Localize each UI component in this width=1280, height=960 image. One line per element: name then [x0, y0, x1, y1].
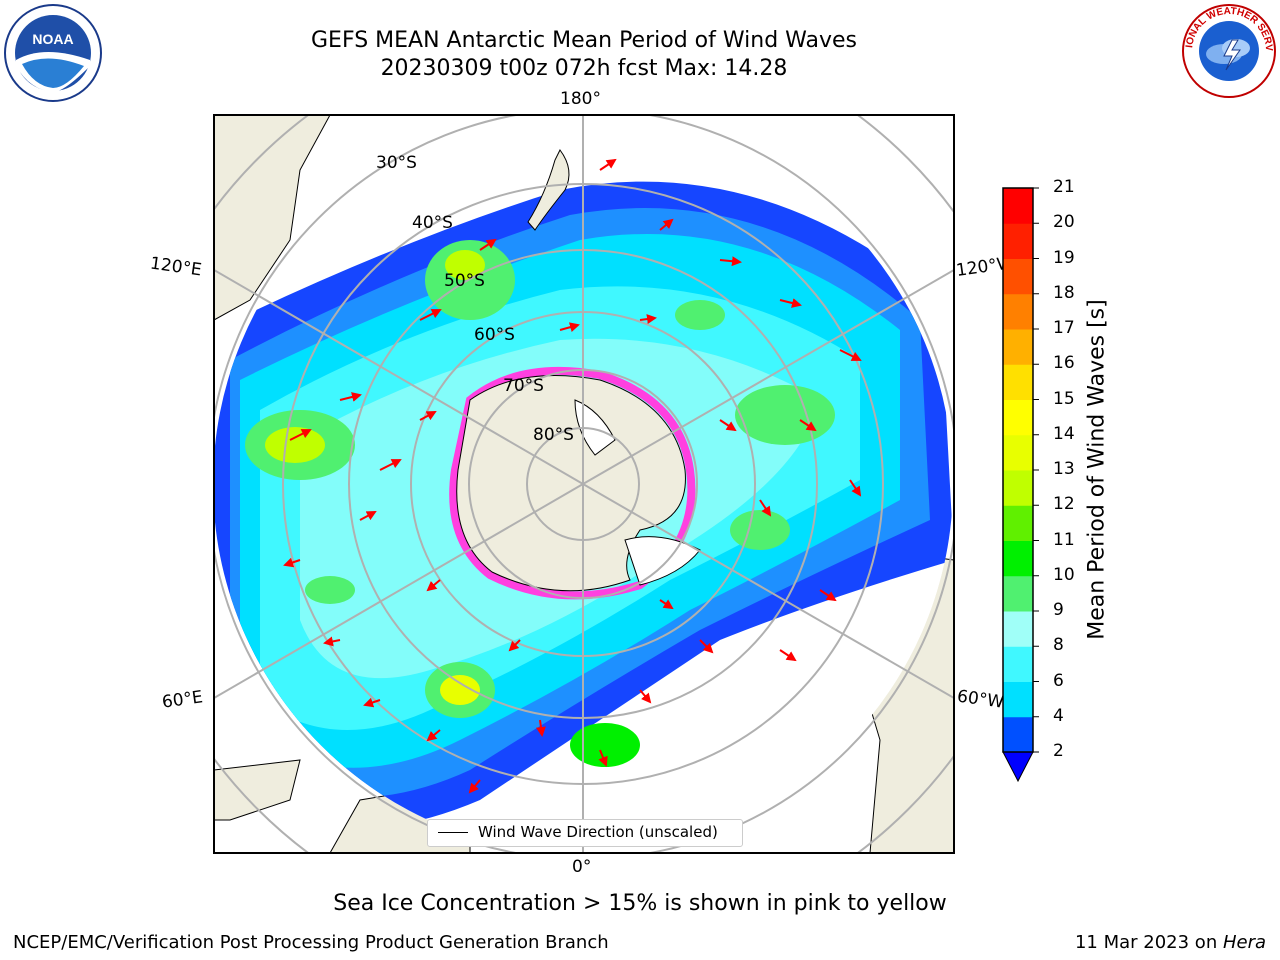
direction-arrow	[468, 779, 481, 794]
direction-arrow	[849, 479, 862, 497]
australia-land	[214, 115, 331, 321]
sea-ice-note: Sea Ice Concentration > 15% is shown in …	[333, 891, 947, 916]
colorbar-segment	[1003, 329, 1033, 365]
direction-arrow	[363, 697, 381, 708]
direction-arrow	[323, 636, 341, 647]
direction-arrow	[659, 599, 674, 610]
colorbar-tick-label: 4	[1053, 705, 1064, 726]
direction-arrow	[419, 411, 437, 421]
colorbar-tick-label: 13	[1053, 459, 1075, 479]
noaa-logo: NOAA	[4, 4, 102, 102]
direction-arrow	[379, 459, 402, 471]
lat-label-70s: 70°S	[503, 376, 544, 396]
colorbar-segment	[1003, 646, 1033, 682]
direction-arrow	[419, 309, 442, 321]
colorbar-tick-label: 17	[1053, 318, 1075, 338]
colorbar-tick-label: 11	[1053, 529, 1075, 550]
colorbar-tick-label: 12	[1053, 494, 1075, 515]
direction-arrow	[719, 256, 742, 267]
colorbar-segment	[1003, 293, 1033, 330]
direction-arrow	[639, 314, 657, 325]
direction-arrow	[759, 499, 772, 517]
colorbar-tick-label: 18	[1053, 282, 1075, 303]
footer-org: NCEP/EMC/Verification Post Processing Pr…	[13, 932, 609, 953]
direction-arrow	[535, 719, 546, 737]
colorbar-segment	[1003, 223, 1033, 259]
legend-line-swatch	[438, 832, 468, 833]
colorbar-segment	[1003, 399, 1033, 436]
footer-date-text: 11 Mar 2023 on	[1074, 932, 1223, 953]
colorbar-tick-label: 20	[1053, 212, 1075, 233]
direction-arrow	[426, 729, 441, 742]
colorbar-extend-triangle	[1002, 751, 1034, 783]
lat-label-50s: 50°S	[444, 271, 485, 291]
map-subtitle: 20230309 t00z 072h fcst Max: 14.28	[380, 56, 788, 81]
colorbar-tick-label: 19	[1053, 247, 1075, 268]
lat-label-30s: 30°S	[376, 153, 417, 173]
direction-arrow	[508, 639, 521, 652]
legend-label: Wind Wave Direction (unscaled)	[478, 823, 718, 841]
colorbar-tick-label: 9	[1053, 600, 1064, 620]
colorbar-segments	[1003, 188, 1033, 753]
colorbar-segment	[1003, 258, 1033, 295]
colorbar	[1002, 187, 1039, 783]
direction-arrow	[283, 557, 301, 568]
colorbar-tick-label: 2	[1053, 741, 1064, 761]
direction-arrow	[839, 349, 862, 361]
direction-arrow	[359, 511, 377, 521]
colorbar-tick-label: 8	[1053, 635, 1064, 656]
lat-label-80s: 80°S	[533, 425, 574, 445]
colorbar-segment	[1003, 681, 1033, 718]
lat-label-60s: 60°S	[474, 325, 515, 345]
footer-date: 11 Mar 2023 on Hera	[1075, 932, 1266, 953]
direction-arrow	[559, 322, 580, 332]
direction-arrow	[639, 689, 652, 704]
colorbar-tick-label: 15	[1053, 388, 1075, 409]
nws-logo: NATIONAL WEATHER SERVICE	[1180, 2, 1276, 98]
map-title: GEFS MEAN Antarctic Mean Period of Wind …	[311, 28, 857, 53]
direction-arrow	[599, 158, 617, 171]
colorbar-segment	[1003, 188, 1033, 224]
colorbar-segment	[1003, 434, 1033, 471]
map-frame	[213, 114, 955, 854]
graticule	[214, 115, 954, 853]
colorbar-segment	[1003, 470, 1033, 506]
direction-arrow	[799, 419, 817, 432]
footer-host: Hera	[1222, 932, 1266, 953]
direction-arrow	[479, 238, 497, 251]
direction-arrow	[819, 589, 837, 602]
lat-label-40s: 40°S	[412, 213, 453, 233]
direction-arrow	[779, 649, 797, 662]
colorbar-label: Mean Period of Wind Waves [s]	[1084, 299, 1110, 640]
colorbar-tick-label: 14	[1053, 423, 1075, 444]
direction-arrow	[699, 639, 714, 654]
direction-arrow	[779, 298, 802, 308]
colorbar-segment	[1003, 364, 1033, 400]
colorbar-tick-label: 16	[1053, 353, 1075, 374]
colorbar-tick-label: 21	[1053, 177, 1075, 197]
colorbar-segment	[1003, 540, 1033, 577]
lon-label-0: 0°	[572, 857, 592, 877]
ross-ice-shelf	[574, 399, 616, 456]
colorbar-tick-label: 6	[1053, 670, 1064, 691]
antarctica-land	[456, 375, 686, 592]
ice-shelf	[624, 536, 701, 586]
colorbar-segment	[1003, 575, 1033, 612]
wind-wave-direction-arrows	[283, 158, 862, 794]
direction-arrow	[659, 218, 674, 231]
colorbar-segment	[1003, 505, 1033, 541]
lon-label-180: 180°	[560, 89, 601, 109]
direction-arrow	[426, 579, 441, 592]
colorbar-tick-label: 10	[1053, 564, 1075, 585]
direction-arrow	[339, 392, 362, 402]
colorbar-segment	[1003, 611, 1033, 647]
direction-arrow	[289, 429, 312, 441]
direction-arrow	[598, 749, 608, 767]
noaa-logo-text: NOAA	[32, 31, 73, 47]
map-legend: Wind Wave Direction (unscaled)	[427, 819, 743, 847]
direction-arrow	[719, 419, 737, 432]
colorbar-segment	[1003, 716, 1033, 753]
madagascar-land	[214, 759, 301, 821]
